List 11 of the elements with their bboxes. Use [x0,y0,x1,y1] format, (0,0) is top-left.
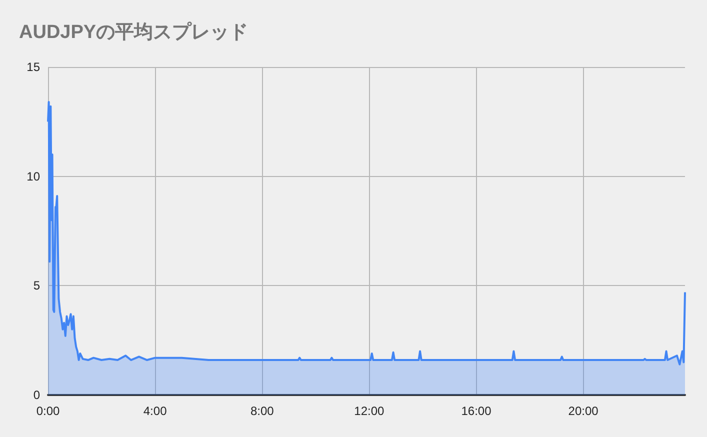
x-tick-label: 0:00 [36,404,60,418]
x-tick-label: 12:00 [354,404,385,418]
y-tick-label: 0 [33,388,40,402]
x-tick-label: 4:00 [143,404,168,418]
chart-title: AUDJPYの平均スプレッド [19,21,248,43]
y-tick-label: 10 [26,169,40,184]
y-tick-label: 5 [33,278,40,293]
x-tick-label: 16:00 [461,404,492,418]
y-tick-label: 15 [26,60,40,74]
x-tick-label: 20:00 [568,404,599,418]
x-tick-label: 8:00 [250,404,274,418]
